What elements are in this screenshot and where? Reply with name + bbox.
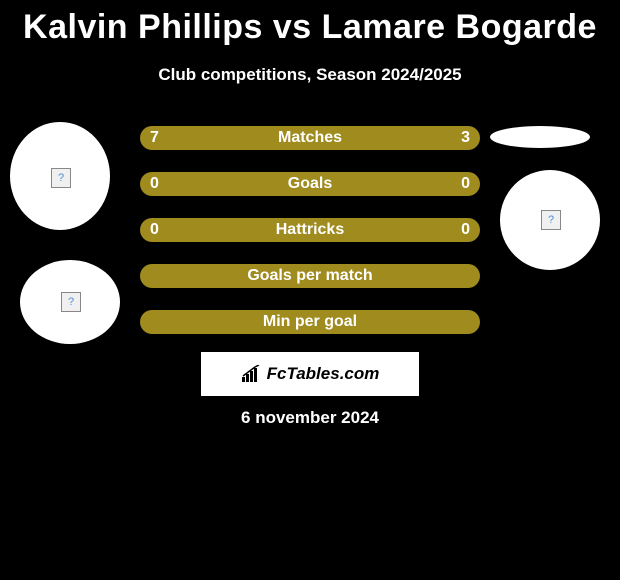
placeholder-image-icon: ? — [51, 168, 71, 188]
comparison-infographic: Kalvin Phillips vs Lamare Bogarde Club c… — [0, 0, 620, 580]
brand-text: FcTables.com — [267, 364, 380, 384]
stat-bar: Matches7 3 — [140, 126, 480, 150]
stat-right-value: 0 — [461, 218, 470, 242]
date-label: 6 november 2024 — [0, 408, 620, 428]
stat-bar: Hattricks0 0 — [140, 218, 480, 242]
brand-box: FcTables.com — [201, 352, 419, 396]
stat-right-value: 0 — [461, 172, 470, 196]
player-badge — [490, 126, 590, 148]
subtitle: Club competitions, Season 2024/2025 — [0, 65, 620, 85]
page-title: Kalvin Phillips vs Lamare Bogarde — [0, 0, 620, 47]
stat-label: Min per goal — [140, 310, 480, 334]
stat-bar: Goals per match — [140, 264, 480, 288]
placeholder-image-icon: ? — [61, 292, 81, 312]
stat-label: Goals per match — [140, 264, 480, 288]
stat-left-value: 0 — [150, 218, 159, 242]
placeholder-image-icon: ? — [541, 210, 561, 230]
stat-left-value: 0 — [150, 172, 159, 196]
stat-right-value: 3 — [461, 126, 470, 150]
stat-label: Hattricks — [140, 218, 480, 242]
stat-label: Goals — [140, 172, 480, 196]
stat-label: Matches — [140, 126, 480, 150]
stat-bars: Matches73Goals00Hattricks00Goals per mat… — [140, 126, 480, 356]
stat-bar: Min per goal — [140, 310, 480, 334]
brand-label: FcTables.com — [241, 364, 380, 384]
brand-chart-icon — [241, 365, 263, 383]
stat-left-value: 7 — [150, 126, 159, 150]
stat-bar: Goals0 0 — [140, 172, 480, 196]
